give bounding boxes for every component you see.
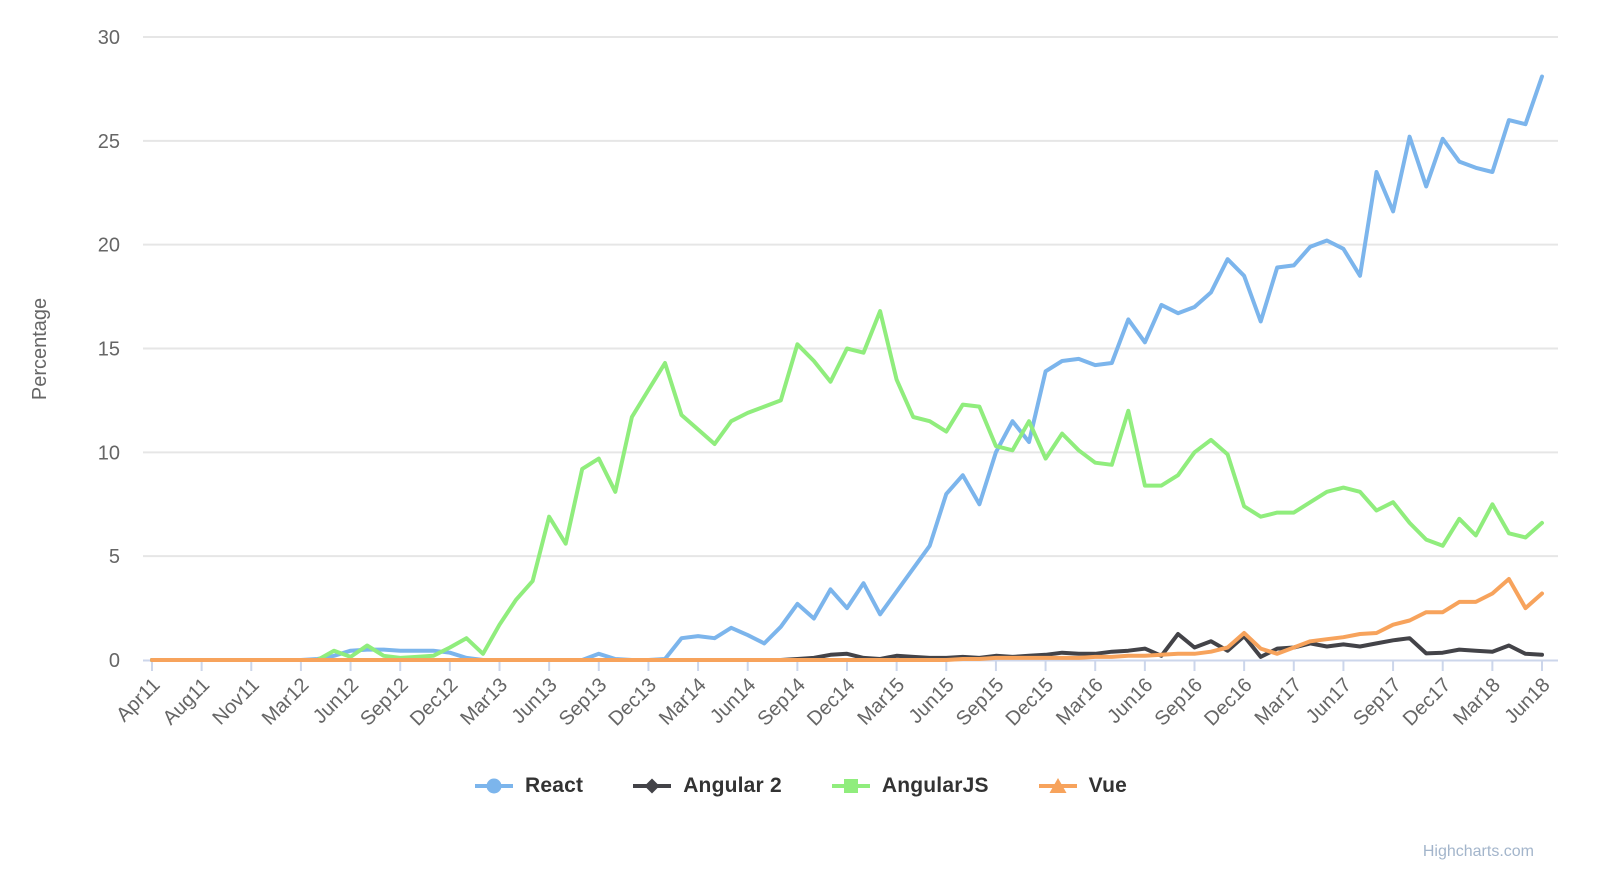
legend-label-angular-2: Angular 2	[683, 774, 782, 797]
x-tick-label: Sep15	[952, 674, 1008, 730]
x-tick-label: Apr11	[112, 674, 164, 726]
x-tick-label: Sep17	[1349, 674, 1405, 730]
highcharts-credits-link[interactable]: Highcharts.com	[1422, 843, 1534, 860]
x-tick-label: Dec17	[1399, 674, 1455, 730]
legend-label-angularjs: AngularJS	[881, 774, 989, 797]
legend-label-vue: Vue	[1088, 774, 1128, 797]
x-tick-label: Mar17	[1251, 674, 1307, 730]
x-tick-label: Dec14	[803, 674, 859, 730]
angularjs-square-marker-icon	[831, 779, 870, 793]
angular-2-diamond-marker-icon	[633, 778, 672, 794]
x-tick-label: Jun17	[1302, 674, 1356, 728]
y-tick-label: 10	[98, 442, 120, 464]
legend-item-angular-2[interactable]: Angular 2	[631, 774, 782, 798]
legend-item-vue[interactable]: Vue	[1037, 774, 1127, 798]
x-tick-label: Mar13	[456, 674, 512, 730]
series-layer	[150, 74, 1544, 662]
y-tick-label: 20	[98, 235, 120, 257]
x-tick-label: Jun13	[508, 674, 562, 728]
x-tick-label: Dec12	[406, 674, 462, 730]
y-axis-title: Percentage	[29, 298, 51, 400]
x-tick-label: Jun12	[309, 674, 363, 728]
y-tick-label: 25	[98, 131, 120, 153]
x-tick-label: Sep12	[356, 674, 412, 730]
x-tick-label: Mar18	[1449, 674, 1505, 730]
x-tick-label: Jun16	[1103, 674, 1157, 728]
x-tick-label: Nov11	[208, 674, 263, 729]
x-tick-label: Sep16	[1151, 674, 1207, 730]
x-tick-label: Mar14	[655, 674, 711, 730]
x-tick-label: Jun15	[905, 674, 959, 728]
vue-triangle-marker-icon	[1038, 778, 1077, 793]
x-tick-label: Mar16	[1052, 674, 1108, 730]
x-tick-label: Sep13	[555, 674, 611, 730]
grid-layer	[143, 36, 1558, 558]
react-circle-marker-icon	[474, 778, 513, 794]
y-tick-label: 15	[98, 339, 120, 361]
x-tick-label: Mar12	[258, 674, 314, 730]
legend-item-react[interactable]: React	[473, 774, 583, 798]
series-line-react[interactable]	[150, 74, 1544, 662]
series-line-angularjs[interactable]	[150, 309, 1544, 662]
series-line-vue[interactable]	[150, 577, 1544, 662]
x-tick-label: Jun14	[706, 674, 760, 728]
x-tick-label: Dec13	[605, 674, 661, 730]
x-tick-label: Jun18	[1500, 674, 1554, 728]
chart-legend: React Angular 2 AngularJS Vue	[0, 774, 1600, 798]
x-tick-label: Dec16	[1200, 674, 1256, 730]
y-tick-label: 0	[109, 650, 120, 672]
legend-item-angularjs[interactable]: AngularJS	[830, 774, 989, 798]
x-tick-label: Sep14	[753, 674, 809, 730]
y-tick-label: 30	[98, 27, 120, 49]
x-tick-label: Aug11	[159, 674, 214, 729]
legend-label-react: React	[524, 774, 584, 797]
y-tick-label: 5	[109, 546, 120, 568]
x-tick-label: Dec15	[1002, 674, 1058, 730]
x-tick-label: Mar15	[854, 674, 910, 730]
